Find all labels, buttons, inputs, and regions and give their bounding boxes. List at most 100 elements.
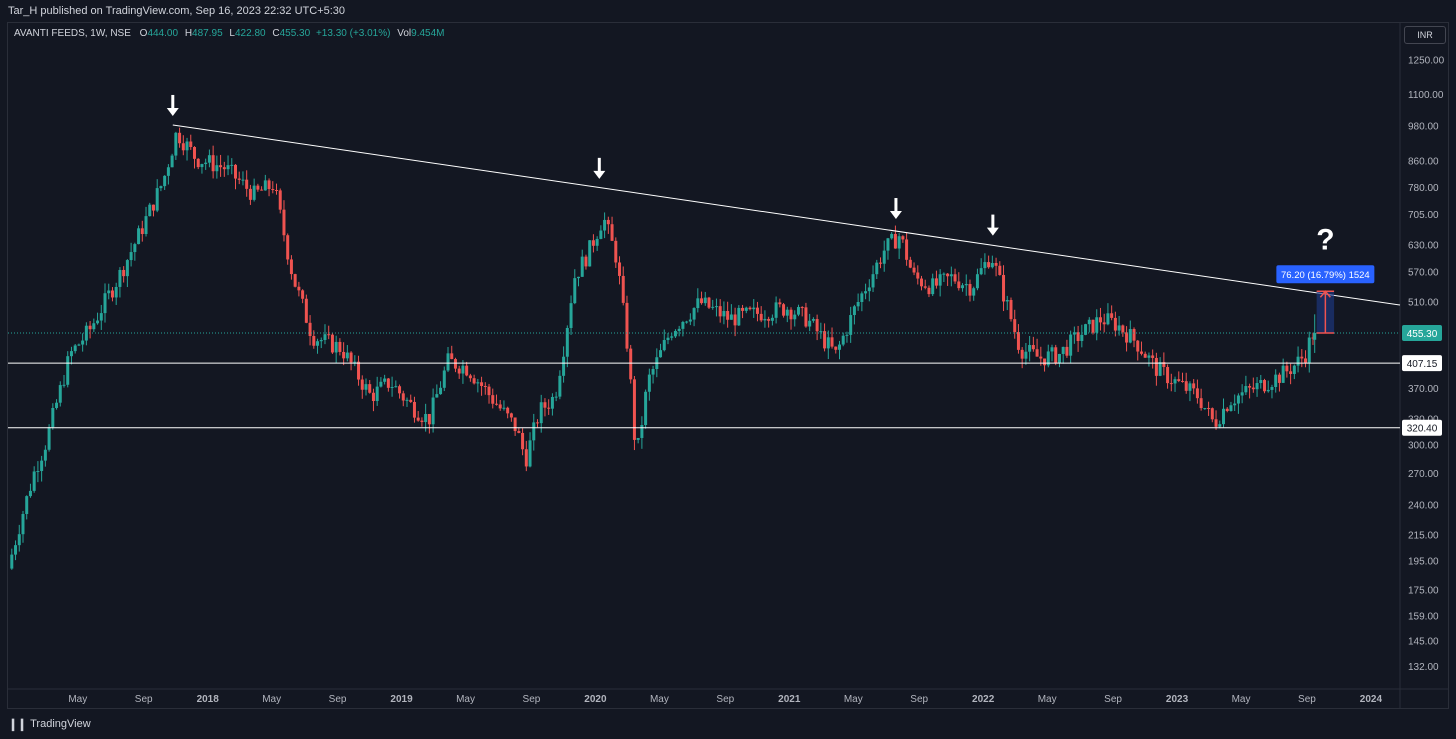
candle-body: [1277, 374, 1281, 383]
candle-body: [1121, 325, 1125, 333]
candle-body: [845, 334, 849, 336]
candle-body: [849, 315, 853, 335]
candle-body: [99, 313, 103, 321]
candle-body: [1076, 332, 1080, 341]
candle-body: [942, 273, 946, 275]
candle-body: [1270, 387, 1274, 390]
candle-body: [1005, 299, 1009, 302]
candle-body: [17, 534, 21, 546]
candle-body: [737, 307, 741, 326]
candle-body: [1222, 408, 1226, 425]
candle-body: [491, 395, 495, 404]
candle-body: [852, 306, 856, 316]
y-tick-label: 860.00: [1408, 157, 1439, 168]
candle-body: [308, 322, 312, 337]
candle-body: [465, 365, 469, 376]
candle-body: [718, 306, 722, 317]
candle-body: [435, 394, 439, 398]
candle-body: [107, 290, 111, 294]
currency-button[interactable]: INR: [1404, 26, 1446, 44]
tradingview-logo[interactable]: ❙❙ TradingView: [8, 717, 91, 731]
candle-body: [62, 384, 66, 386]
low-label: L: [229, 28, 235, 39]
candle-body: [1307, 337, 1311, 363]
candle-body: [1195, 388, 1199, 399]
candle-body: [1028, 345, 1032, 352]
chart-frame[interactable]: [7, 22, 1449, 709]
candle-body: [420, 420, 424, 423]
candle-body: [979, 268, 983, 275]
candle-body: [289, 259, 293, 275]
x-tick-label: 2023: [1166, 694, 1189, 705]
candle-body: [1285, 365, 1289, 372]
candle-body: [841, 335, 845, 345]
candle-body: [599, 230, 603, 239]
candle-body: [621, 275, 625, 303]
line-price-label: 407.15: [1407, 359, 1438, 370]
candle-body: [207, 155, 211, 163]
x-tick-label: 2024: [1360, 694, 1383, 705]
candle-body: [327, 334, 331, 336]
candle-body: [591, 240, 595, 246]
candle-body: [166, 167, 170, 176]
candle-body: [1248, 386, 1252, 388]
down-arrow-icon: [593, 170, 606, 179]
candle-body: [972, 288, 976, 296]
y-tick-label: 570.00: [1408, 267, 1439, 278]
candle-body: [968, 284, 972, 296]
candle-body: [122, 269, 126, 277]
candle-body: [304, 298, 308, 323]
candle-body: [1084, 324, 1088, 335]
y-tick-label: 132.00: [1408, 662, 1439, 673]
candle-body: [1087, 319, 1091, 325]
candle-body: [1192, 383, 1196, 389]
candle-body: [692, 308, 696, 320]
candle-body: [1035, 349, 1039, 357]
candle-body: [565, 327, 569, 357]
candle-body: [1188, 383, 1192, 391]
candle-body: [241, 179, 245, 181]
candle-body: [1031, 345, 1035, 350]
candle-body: [412, 401, 416, 418]
candle-body: [677, 328, 681, 331]
candle-body: [931, 278, 935, 295]
open-label: O: [139, 28, 148, 39]
candle-body: [543, 402, 547, 408]
candle-body: [338, 341, 342, 352]
candle-body: [804, 307, 808, 327]
candle-body: [301, 290, 305, 299]
candle-body: [427, 413, 431, 425]
candle-body: [778, 302, 782, 305]
candle-body: [1296, 356, 1300, 366]
candle-body: [912, 267, 916, 273]
candle-body: [1132, 329, 1136, 341]
candle-body: [1300, 356, 1304, 359]
candle-body: [830, 337, 834, 347]
candle-body: [707, 297, 711, 308]
low-value: 422.80: [234, 28, 266, 39]
candle-body: [584, 256, 588, 267]
candle-body: [990, 262, 994, 268]
tradingview-brand: TradingView: [30, 718, 91, 730]
x-tick-label: Sep: [1104, 694, 1122, 705]
candle-body: [316, 341, 320, 346]
x-tick-label: May: [650, 694, 669, 705]
candle-body: [480, 382, 484, 386]
volume-label: Vol: [397, 28, 412, 39]
candle-body: [647, 374, 651, 392]
candle-body: [237, 178, 241, 180]
candle-body: [629, 348, 633, 380]
candle-body: [77, 344, 81, 346]
candle-body: [181, 143, 185, 151]
candle-body: [114, 286, 118, 298]
symbol-name[interactable]: AVANTI FEEDS, 1W, NSE: [14, 28, 131, 39]
candle-body: [1292, 365, 1296, 375]
resistance-trendline[interactable]: [172, 124, 1401, 306]
candle-body: [994, 262, 998, 266]
high-value: 487.95: [192, 28, 223, 39]
candle-body: [1154, 357, 1158, 376]
candle-body: [1151, 355, 1155, 358]
candle-body: [260, 189, 264, 191]
candle-body: [793, 314, 797, 320]
